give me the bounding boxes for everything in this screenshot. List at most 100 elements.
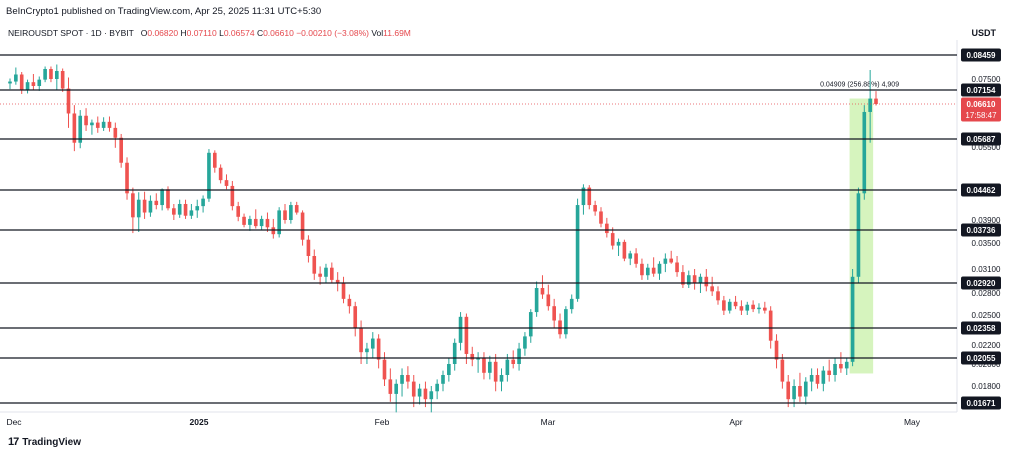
candle-body (113, 127, 118, 138)
candle (856, 187, 861, 283)
candle-body (189, 210, 194, 216)
price-tick-label: 0.03100 (972, 265, 1001, 274)
candle-body (400, 375, 404, 384)
time-tick-label: 2025 (190, 417, 209, 427)
candle (610, 227, 615, 250)
candle (212, 150, 217, 173)
candle-body (136, 199, 141, 218)
candle (306, 235, 311, 263)
candle-body (511, 359, 516, 364)
candle (341, 276, 346, 304)
candle-body (546, 294, 551, 307)
candle-body (768, 310, 773, 341)
candle-body (37, 79, 42, 86)
last-price-label: 0.06610 (967, 100, 996, 109)
candle-body (406, 375, 410, 382)
candle-body (640, 263, 644, 276)
candle (218, 164, 223, 184)
level-badge-label: 0.03736 (967, 226, 996, 235)
candle-body (815, 375, 820, 384)
candle (277, 207, 281, 238)
candle (388, 368, 393, 402)
time-tick-label: Dec (6, 417, 22, 427)
candle-body (657, 263, 662, 274)
candle (435, 379, 439, 400)
candle (101, 117, 106, 131)
candle-body (19, 74, 24, 90)
candle (692, 269, 697, 290)
candle (400, 368, 404, 397)
candle (95, 116, 100, 133)
candle (259, 215, 264, 230)
candle-body (14, 74, 18, 82)
candle (60, 68, 65, 92)
candle (365, 342, 369, 364)
candle-body (195, 206, 200, 211)
candle-body (365, 348, 369, 353)
candle-body (575, 205, 580, 299)
candle (523, 332, 527, 356)
candle (540, 275, 545, 299)
candle-body (224, 180, 229, 186)
candle-body (172, 208, 176, 215)
candle-body (265, 218, 270, 228)
candle-body (347, 298, 352, 307)
candle-body (833, 364, 837, 375)
tradingview-logo[interactable]: 17 TradingView (8, 436, 81, 448)
candle (78, 110, 83, 149)
candle (628, 250, 633, 266)
candle-body (31, 82, 36, 86)
candle (14, 67, 18, 85)
candle-body (628, 253, 633, 259)
currency-label[interactable]: USDT (971, 28, 997, 38)
candle (862, 105, 867, 200)
measure-tool[interactable]: 0.04909 (256.88%) 4,909 (820, 82, 899, 374)
horizontal-levels (0, 54, 957, 404)
candle-body (710, 286, 714, 292)
candle (447, 357, 451, 382)
candle (8, 78, 12, 90)
level-badge-label: 0.05687 (967, 135, 996, 144)
level-badges: 0.08459 0.07154 0.05687 0.04462 0.03736 0.029… (961, 48, 1001, 410)
candle (183, 199, 188, 219)
candle-body (733, 301, 738, 307)
candle-body (868, 98, 872, 112)
candle (43, 66, 47, 83)
candle-body (277, 210, 281, 235)
candle-body (610, 233, 615, 246)
candle (248, 215, 252, 231)
candle (353, 301, 358, 337)
candle (330, 262, 334, 283)
candle-body (148, 200, 153, 213)
candle (230, 180, 235, 211)
candle (236, 201, 241, 222)
level-badge-bg (961, 396, 1001, 410)
candle (136, 192, 141, 232)
candle-body (423, 388, 428, 400)
candle-body (54, 70, 59, 79)
level-badge-label: 0.07154 (967, 86, 996, 95)
ohlc-open: O0.06820 (140, 28, 179, 38)
candle (113, 122, 118, 148)
candle-body (382, 359, 387, 380)
candle-body (470, 353, 475, 360)
candle (704, 269, 709, 292)
candle-body (8, 81, 12, 84)
candle-body (84, 115, 88, 126)
time-tick-label: May (904, 417, 921, 427)
symbol-legend: NEIROUSDT SPOT · 1D · BYBIT O0.06820 H0.… (8, 28, 411, 38)
symbol-name[interactable]: NEIROUSDT SPOT · 1D · BYBIT (8, 28, 134, 38)
candle-body (125, 162, 129, 194)
candle (25, 79, 30, 94)
candle-body (622, 241, 627, 259)
candle-body (780, 359, 785, 382)
candle (575, 198, 580, 302)
candle (657, 261, 662, 280)
candle (517, 342, 521, 371)
candle-body (300, 212, 305, 240)
candle (727, 298, 732, 314)
measure-range-box (849, 98, 874, 374)
candle (312, 249, 317, 280)
candle (324, 263, 328, 283)
